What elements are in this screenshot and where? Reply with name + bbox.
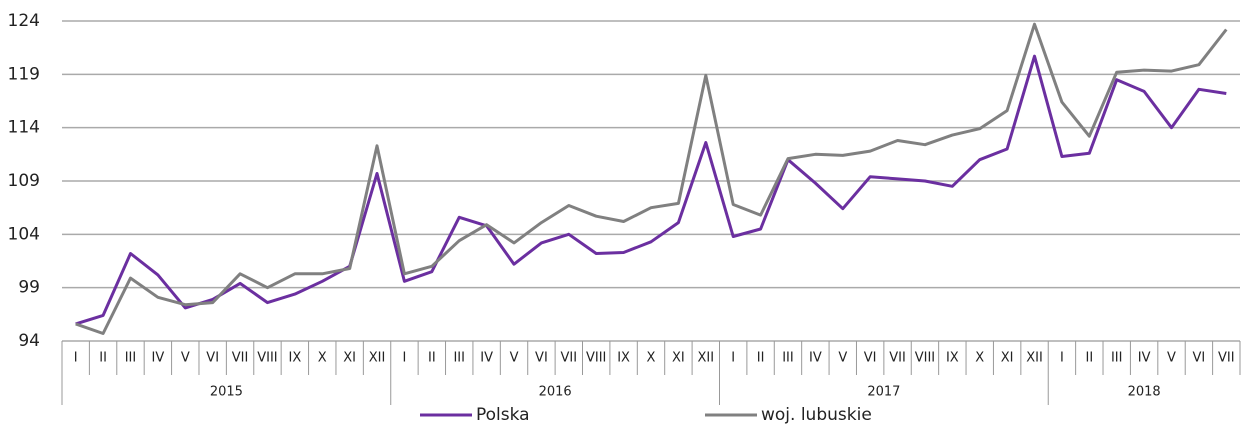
x-tick-label: II [1085,351,1093,366]
x-tick-label: XII [698,351,715,366]
x-tick-label: VI [535,351,548,366]
y-tick-label: 119 [8,64,40,84]
x-tick-label: VIII [257,351,277,366]
x-tick-label: X [647,351,656,366]
y-tick-label: 124 [8,11,40,31]
x-tick-label: XI [1001,351,1014,366]
x-tick-label: V [510,351,519,366]
x-tick-label: VII [561,351,578,366]
x-tick-label: VII [889,351,906,366]
year-label: 2016 [539,385,572,400]
x-tick-label: IV [480,351,493,366]
x-tick-label: XII [1026,351,1043,366]
legend-label: woj. lubuskie [761,405,872,425]
x-tick-label: III [125,351,137,366]
x-tick-label: VI [206,351,219,366]
y-tick-label: 114 [8,118,40,138]
x-tick-label: IV [809,351,822,366]
x-tick-label: VI [864,351,877,366]
x-tick-label: IV [152,351,165,366]
x-tick-label: V [181,351,190,366]
y-tick-label: 104 [8,224,40,244]
year-label: 2015 [210,385,243,400]
x-tick-label: VIII [915,351,935,366]
x-tick-label: II [428,351,436,366]
x-tick-label: VIII [586,351,606,366]
x-tick-label: I [403,351,407,366]
series-line [75,22,1228,335]
x-tick-label: IX [946,351,959,366]
x-tick-label: I [731,351,735,366]
x-tick-label: VII [1218,351,1235,366]
x-tick-label: II [757,351,765,366]
x-tick-label: XII [369,351,386,366]
x-tick-label: I [74,351,78,366]
series-line [75,54,1227,326]
x-tick-label: III [1111,351,1123,366]
x-tick-label: III [782,351,794,366]
legend-label: Polska [476,405,530,425]
x-tick-label: VI [1193,351,1206,366]
year-label: 2017 [867,385,900,400]
y-tick-label: 99 [18,278,40,298]
x-tick-label: XI [672,351,685,366]
x-tick-label: IX [617,351,630,366]
y-tick-label: 94 [18,331,40,351]
x-tick-label: III [453,351,465,366]
x-tick-label: V [1167,351,1176,366]
x-tick-label: IV [1138,351,1151,366]
x-tick-label: II [99,351,107,366]
year-label: 2018 [1128,385,1161,400]
x-tick-label: V [838,351,847,366]
x-tick-label: I [1060,351,1064,366]
x-tick-label: X [318,351,327,366]
x-tick-label: XI [343,351,356,366]
x-tick-label: X [975,351,984,366]
x-tick-label: VII [232,351,249,366]
y-tick-label: 109 [8,171,40,191]
x-tick-label: IX [288,351,301,366]
